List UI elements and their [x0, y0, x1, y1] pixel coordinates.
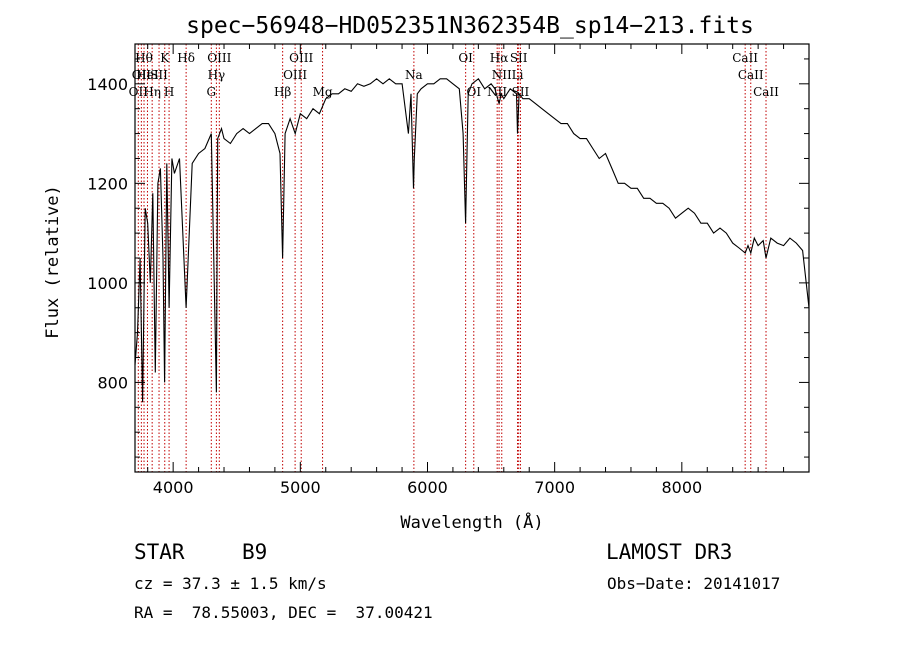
line-marker-label: Na	[405, 68, 423, 82]
line-marker-label: OIII	[207, 51, 231, 65]
line-marker-label: Mg	[313, 85, 333, 99]
spectral-line-markers	[137, 44, 767, 472]
redshift-cz: cz = 37.3 ± 1.5 km/s	[134, 574, 327, 593]
axis-ticks	[135, 44, 809, 472]
obs-date: Obs−Date: 20141017	[607, 574, 781, 593]
line-marker-label: Hη	[143, 85, 161, 99]
survey-name: LAMOST DR3	[606, 540, 733, 564]
line-marker-label: CaII	[738, 68, 764, 82]
x-tick-label: 7000	[534, 478, 575, 497]
line-marker-label: SII	[150, 68, 168, 82]
line-marker-label: Hβ	[274, 85, 291, 99]
line-marker-label: OI	[458, 51, 473, 65]
line-marker-label: NII	[492, 68, 512, 82]
line-marker-label: Hδ	[177, 51, 195, 65]
y-tick-label: 1400	[87, 75, 128, 94]
spectrum-line	[134, 77, 810, 403]
object-subclass: B9	[242, 540, 268, 564]
line-marker-label: CaII	[753, 85, 779, 99]
line-marker-label: HeI	[136, 68, 159, 82]
axis-tick-labels: 4000 5000 6000 7000 8000 800 1000 1200 1400	[87, 75, 702, 497]
y-axis-label: Flux (relative)	[43, 185, 63, 339]
spectrum-chart: spec−56948−HD052351N362354B_sp14−213.fit…	[43, 13, 810, 533]
x-axis-label: Wavelength (Å)	[400, 511, 543, 533]
line-marker-label: OII	[129, 85, 149, 99]
object-class: STAR	[134, 540, 185, 564]
x-tick-label: 8000	[661, 478, 702, 497]
line-marker-label: OIII	[289, 51, 313, 65]
plot-frame	[134, 43, 810, 473]
y-tick-label: 1200	[87, 174, 128, 193]
line-marker-label: Hθ	[135, 51, 153, 65]
line-marker-label: OII	[132, 68, 152, 82]
x-tick-label: 4000	[153, 478, 194, 497]
y-tick-label: 800	[97, 373, 128, 392]
y-tick-label: 1000	[87, 274, 128, 293]
line-marker-label: K	[160, 51, 170, 65]
line-marker-label: SII	[510, 51, 528, 65]
chart-title: spec−56948−HD052351N362354B_sp14−213.fit…	[186, 13, 754, 39]
x-tick-label: 5000	[280, 478, 321, 497]
x-tick-label: 6000	[407, 478, 448, 497]
line-marker-label: H	[164, 85, 174, 99]
line-marker-label: Hα	[490, 51, 509, 65]
line-marker-label: Hγ	[208, 68, 226, 82]
line-marker-label: Li	[512, 68, 524, 82]
ra-dec: RA = 78.55003, DEC = 37.00421	[134, 603, 433, 622]
spectral-line-labels: OII OII Hθ HeI Hη SII K H Hδ G Hγ OIII Hβ OIII OIII Mg N…	[129, 51, 780, 99]
line-marker-label: OIII	[283, 68, 307, 82]
line-marker-label: CaII	[732, 51, 758, 65]
line-marker-label: G	[207, 85, 217, 99]
